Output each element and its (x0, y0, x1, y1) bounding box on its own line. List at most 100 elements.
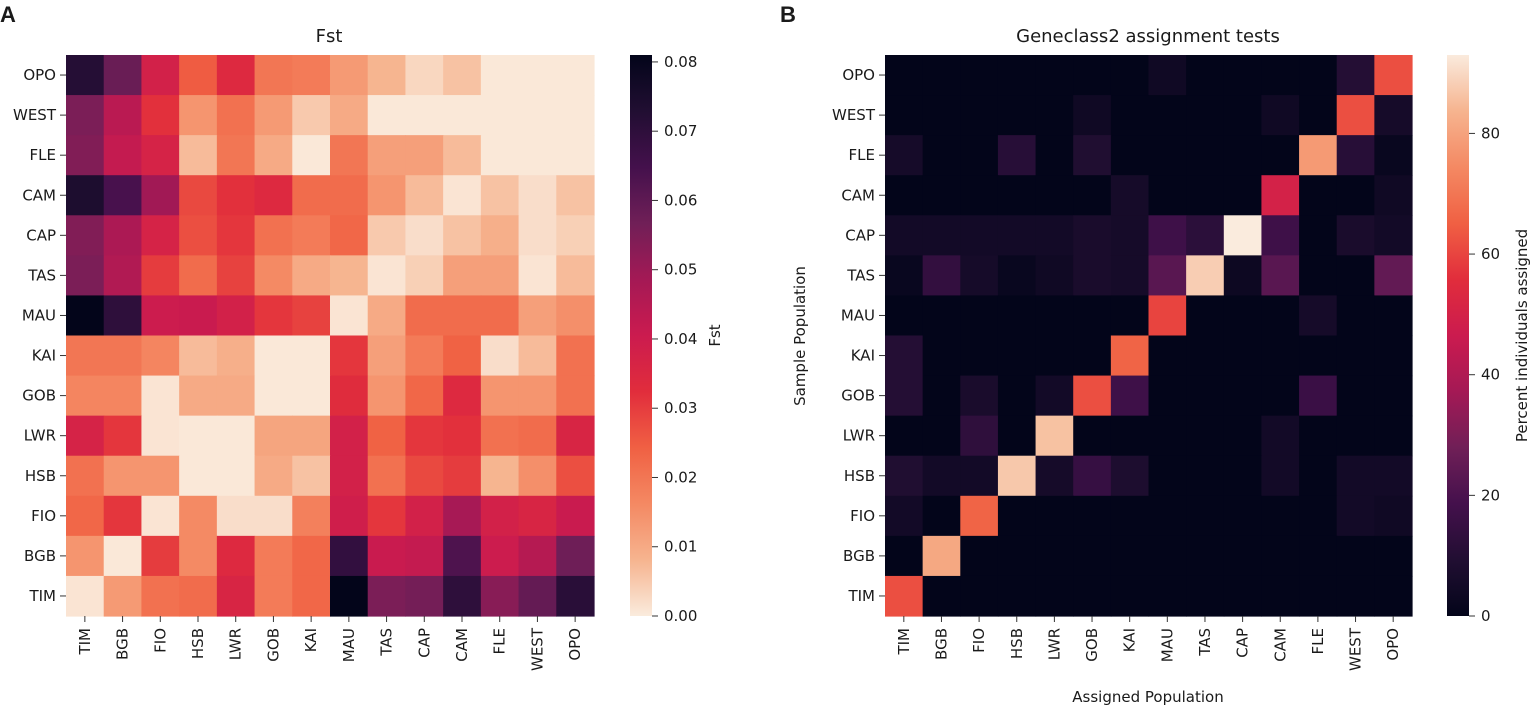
heatmap-cell-fio-bgb (922, 495, 961, 537)
heatmap-cell-tas-tas (367, 255, 407, 297)
heatmap-cell-cap-tim (66, 215, 105, 256)
heatmap-cell-lwr-opo (556, 415, 595, 457)
heatmap-cell-opo-bgb (922, 55, 961, 96)
x-tick-label-west: WEST (528, 627, 546, 671)
heatmap-cell-bgb-west (518, 535, 557, 577)
heatmap-cell-lwr-tim (66, 415, 105, 457)
heatmap-cell-tas-fio (960, 255, 999, 297)
heatmap-cell-gob-cap (405, 375, 444, 417)
heatmap-cell-gob-kai (1110, 375, 1150, 417)
heatmap-cell-kai-lwr (1035, 335, 1074, 377)
heatmap-cell-kai-gob (254, 335, 293, 377)
x-tick-label-lwr: LWR (227, 628, 245, 660)
x-tick-label-hsb: HSB (1008, 628, 1026, 659)
heatmap-cell-lwr-fio (960, 415, 999, 457)
heatmap-cell-lwr-hsb (997, 415, 1037, 457)
x-tick-label-cap: CAP (415, 628, 433, 658)
heatmap-cell-gob-fle (480, 375, 520, 417)
heatmap-cell-opo-cap (1223, 55, 1263, 96)
heatmap-cell-kai-kai (1110, 335, 1150, 377)
heatmap-cell-gob-mau (330, 375, 369, 417)
heatmap-cell-west-opo (1374, 95, 1413, 136)
chart-b-x-axis-label: Assigned Population (1072, 688, 1223, 706)
heatmap-cell-kai-mau (330, 335, 369, 377)
heatmap-cell-cam-cap (1223, 175, 1263, 216)
heatmap-cell-cap-tas (367, 215, 407, 256)
heatmap-cell-fio-west (518, 495, 557, 537)
heatmap-cell-mau-tas (367, 295, 407, 337)
x-tick-label-cam: CAM (1271, 628, 1289, 662)
heatmap-cell-west-tas (367, 95, 407, 136)
colorbar-tick-label: 0.05 (664, 261, 697, 279)
colorbar-tick-label: 0 (1481, 607, 1491, 625)
heatmap-cell-cap-fle (480, 215, 520, 256)
heatmap-cell-cam-hsb (179, 175, 218, 216)
heatmap-cell-hsb-fio (960, 455, 999, 497)
heatmap-cell-tim-lwr (216, 575, 256, 617)
heatmap-cell-kai-fio (960, 335, 999, 377)
heatmap-cell-lwr-cam (1261, 415, 1300, 457)
heatmap-cell-tas-bgb (922, 255, 961, 297)
heatmap-cell-cap-bgb (922, 215, 961, 256)
colorbar-label: Fst (706, 324, 724, 346)
heatmap-cell-bgb-mau (330, 535, 369, 577)
heatmap-cell-mau-hsb (997, 295, 1037, 337)
heatmap-cell-gob-mau (1148, 375, 1187, 417)
heatmap-cell-kai-bgb (103, 335, 143, 377)
heatmap-cell-tim-mau (330, 575, 369, 617)
heatmap-cell-cam-gob (254, 175, 293, 216)
y-tick-label-tim: TIM (28, 587, 56, 605)
heatmap-cell-cap-hsb (179, 215, 218, 256)
heatmap-cell-cam-tim (885, 175, 924, 216)
heatmap-cell-fle-lwr (1035, 135, 1074, 176)
heatmap-cell-west-bgb (103, 95, 143, 136)
heatmap-cell-gob-kai (292, 375, 331, 417)
heatmap-cell-kai-kai (292, 335, 331, 377)
heatmap-cell-fio-tim (885, 495, 924, 537)
heatmap-cell-fle-mau (330, 135, 369, 176)
heatmap-cell-mau-west (518, 295, 557, 337)
heatmap-cell-fle-west (1336, 135, 1375, 176)
heatmap-cell-bgb-tas (367, 535, 407, 577)
heatmap-cell-kai-mau (1148, 335, 1187, 377)
y-tick-label-fle: FLE (30, 146, 56, 164)
heatmap-cell-cam-fle (1299, 175, 1338, 216)
heatmap-cell-cam-hsb (997, 175, 1037, 216)
heatmap-cell-opo-tas (1186, 55, 1225, 96)
heatmap-cell-opo-tas (367, 55, 407, 96)
heatmap-cell-kai-cap (405, 335, 444, 377)
heatmap-cell-hsb-mau (1148, 455, 1187, 497)
heatmap-cell-opo-bgb (103, 55, 143, 96)
heatmap-cell-opo-kai (1110, 55, 1150, 96)
heatmap-cell-tas-cam (443, 255, 482, 297)
heatmap-cell-tas-mau (330, 255, 369, 297)
heatmap-cell-gob-cam (443, 375, 482, 417)
y-tick-label-opo: OPO (842, 66, 875, 84)
heatmap-cell-fle-mau (1148, 135, 1187, 176)
heatmap-cell-fle-kai (292, 135, 331, 176)
colorbar-tick-label: 0.04 (664, 330, 697, 348)
heatmap-cell-cam-bgb (922, 175, 961, 216)
heatmap-cell-fio-bgb (103, 495, 143, 537)
heatmap-cell-opo-lwr (1035, 55, 1074, 96)
heatmap-cell-opo-cam (443, 55, 482, 96)
heatmap-cell-west-fio (960, 95, 999, 136)
heatmap-cell-tim-hsb (997, 575, 1037, 617)
x-tick-label-hsb: HSB (189, 628, 207, 659)
heatmap-cell-lwr-kai (1110, 415, 1150, 457)
heatmap-cell-mau-hsb (179, 295, 218, 337)
x-tick-label-opo: OPO (1384, 628, 1402, 661)
heatmap-cell-west-west (1336, 95, 1375, 136)
heatmap-cell-mau-fio (141, 295, 180, 337)
y-tick-label-mau: MAU (22, 306, 56, 324)
heatmap-cell-mau-kai (292, 295, 331, 337)
heatmap-cell-cam-mau (1148, 175, 1187, 216)
heatmap-cell-hsb-fle (1299, 455, 1338, 497)
heatmap-cell-opo-opo (556, 55, 595, 96)
heatmap-cell-cap-gob (1073, 215, 1112, 256)
heatmap-cell-gob-west (1336, 375, 1375, 417)
heatmap-cell-bgb-bgb (103, 535, 143, 577)
heatmap-cell-tim-fle (1299, 575, 1338, 617)
heatmap-cell-fle-cam (1261, 135, 1300, 176)
